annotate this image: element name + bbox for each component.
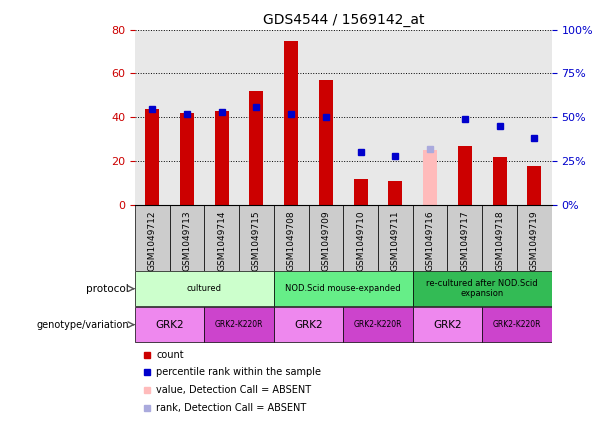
Bar: [135, 272, 274, 306]
Text: GSM1049711: GSM1049711: [391, 210, 400, 271]
Bar: [274, 205, 308, 271]
Text: genotype/variation: genotype/variation: [36, 320, 129, 330]
Bar: [308, 205, 343, 271]
Bar: [378, 205, 413, 271]
Bar: [413, 272, 552, 306]
Bar: [458, 146, 472, 205]
Text: GRK2-K220R: GRK2-K220R: [215, 320, 264, 329]
Bar: [204, 205, 239, 271]
Bar: [274, 308, 343, 342]
Bar: [423, 150, 437, 205]
Bar: [170, 205, 204, 271]
Text: GRK2: GRK2: [433, 320, 462, 330]
Text: GRK2-K220R: GRK2-K220R: [354, 320, 402, 329]
Text: GSM1049712: GSM1049712: [148, 210, 157, 271]
Text: cultured: cultured: [187, 284, 222, 293]
Bar: [354, 179, 368, 205]
Bar: [343, 308, 413, 342]
Bar: [215, 111, 229, 205]
Bar: [135, 308, 204, 342]
Bar: [249, 91, 264, 205]
Text: GSM1049710: GSM1049710: [356, 210, 365, 271]
Text: GRK2-K220R: GRK2-K220R: [493, 320, 541, 329]
Text: NOD.Scid mouse-expanded: NOD.Scid mouse-expanded: [286, 284, 401, 293]
Text: GRK2: GRK2: [294, 320, 323, 330]
Bar: [517, 205, 552, 271]
Text: re-cultured after NOD.Scid
expansion: re-cultured after NOD.Scid expansion: [427, 279, 538, 298]
Text: GSM1049715: GSM1049715: [252, 210, 261, 271]
Bar: [527, 166, 541, 205]
Title: GDS4544 / 1569142_at: GDS4544 / 1569142_at: [262, 13, 424, 27]
Text: GSM1049719: GSM1049719: [530, 210, 539, 271]
Text: count: count: [156, 350, 184, 360]
Bar: [389, 181, 402, 205]
Bar: [493, 157, 506, 205]
Text: GSM1049718: GSM1049718: [495, 210, 504, 271]
Text: GSM1049708: GSM1049708: [287, 210, 295, 271]
Text: GSM1049714: GSM1049714: [217, 210, 226, 271]
Text: GSM1049713: GSM1049713: [183, 210, 191, 271]
Bar: [482, 308, 552, 342]
Text: GSM1049709: GSM1049709: [321, 210, 330, 271]
Bar: [413, 205, 447, 271]
Bar: [204, 308, 274, 342]
Bar: [180, 113, 194, 205]
Bar: [482, 205, 517, 271]
Bar: [413, 308, 482, 342]
Bar: [239, 205, 274, 271]
Bar: [284, 41, 298, 205]
Bar: [135, 205, 170, 271]
Bar: [319, 80, 333, 205]
Text: protocol: protocol: [86, 284, 129, 294]
Bar: [274, 272, 413, 306]
Bar: [343, 205, 378, 271]
Text: rank, Detection Call = ABSENT: rank, Detection Call = ABSENT: [156, 403, 306, 413]
Text: value, Detection Call = ABSENT: value, Detection Call = ABSENT: [156, 385, 311, 395]
Text: GSM1049716: GSM1049716: [425, 210, 435, 271]
Bar: [447, 205, 482, 271]
Text: percentile rank within the sample: percentile rank within the sample: [156, 367, 321, 377]
Text: GRK2: GRK2: [155, 320, 184, 330]
Text: GSM1049717: GSM1049717: [460, 210, 470, 271]
Bar: [145, 109, 159, 205]
